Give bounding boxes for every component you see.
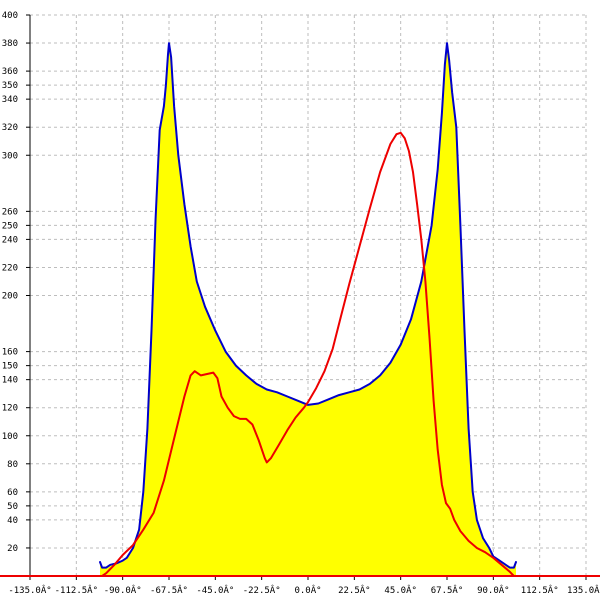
x-tick-label: -22.5Â° [243,584,281,596]
area-layer [100,43,516,577]
x-tick-label: 90.0Â° [477,584,510,596]
y-tick-label: 380 [2,39,18,49]
y-tick-label: 50 [7,502,18,512]
y-tick-label: 60 [7,488,18,498]
x-tick-label: 112.5Â° [521,584,559,596]
y-tick-label: 250 [2,221,18,231]
y-tick-label: 400 [2,11,18,21]
x-tick-label: -90.0Â° [104,584,142,596]
x-tick-label: -67.5Â° [150,584,188,596]
x-tick-label: 0.0Â° [294,584,321,596]
y-tick-label: 150 [2,362,18,372]
x-tick-label: -45.0Â° [196,584,234,596]
x-tick-label: 135.0Â° [567,584,600,596]
y-tick-label: 220 [2,263,18,273]
series-0-area [100,43,516,577]
x-tick-label: 22.5Â° [338,584,371,596]
y-tick-label: 240 [2,235,18,245]
y-tick-label: 300 [2,151,18,161]
y-tick-label: 340 [2,95,18,105]
x-tick-label: -135.0Â° [8,584,51,596]
y-tick-label: 200 [2,292,18,302]
y-tick-label: 350 [2,81,18,91]
y-tick-label: 260 [2,207,18,217]
y-tick-label: 160 [2,348,18,358]
y-tick-label: 40 [7,516,18,526]
y-tick-label: 20 [7,544,18,554]
y-tick-label: 80 [7,460,18,470]
y-tick-label: 320 [2,123,18,133]
axis-layer [0,14,600,580]
x-tick-label: -112.5Â° [55,584,98,596]
series-0-line [99,42,517,569]
y-tick-label: 100 [2,432,18,442]
y-tick-label: 140 [2,376,18,386]
x-tick-label: 67.5Â° [431,584,464,596]
y-tick-label: 360 [2,67,18,77]
line-layer [99,42,517,577]
y-tick-label: 120 [2,404,18,414]
label-layer: 20 40 50 60 80 100 120 140 150 160 200 220 240 250 260… [2,11,600,596]
series-1-line [101,131,515,577]
x-tick-label: 45.0Â° [384,584,417,596]
grid-layer [29,14,587,576]
